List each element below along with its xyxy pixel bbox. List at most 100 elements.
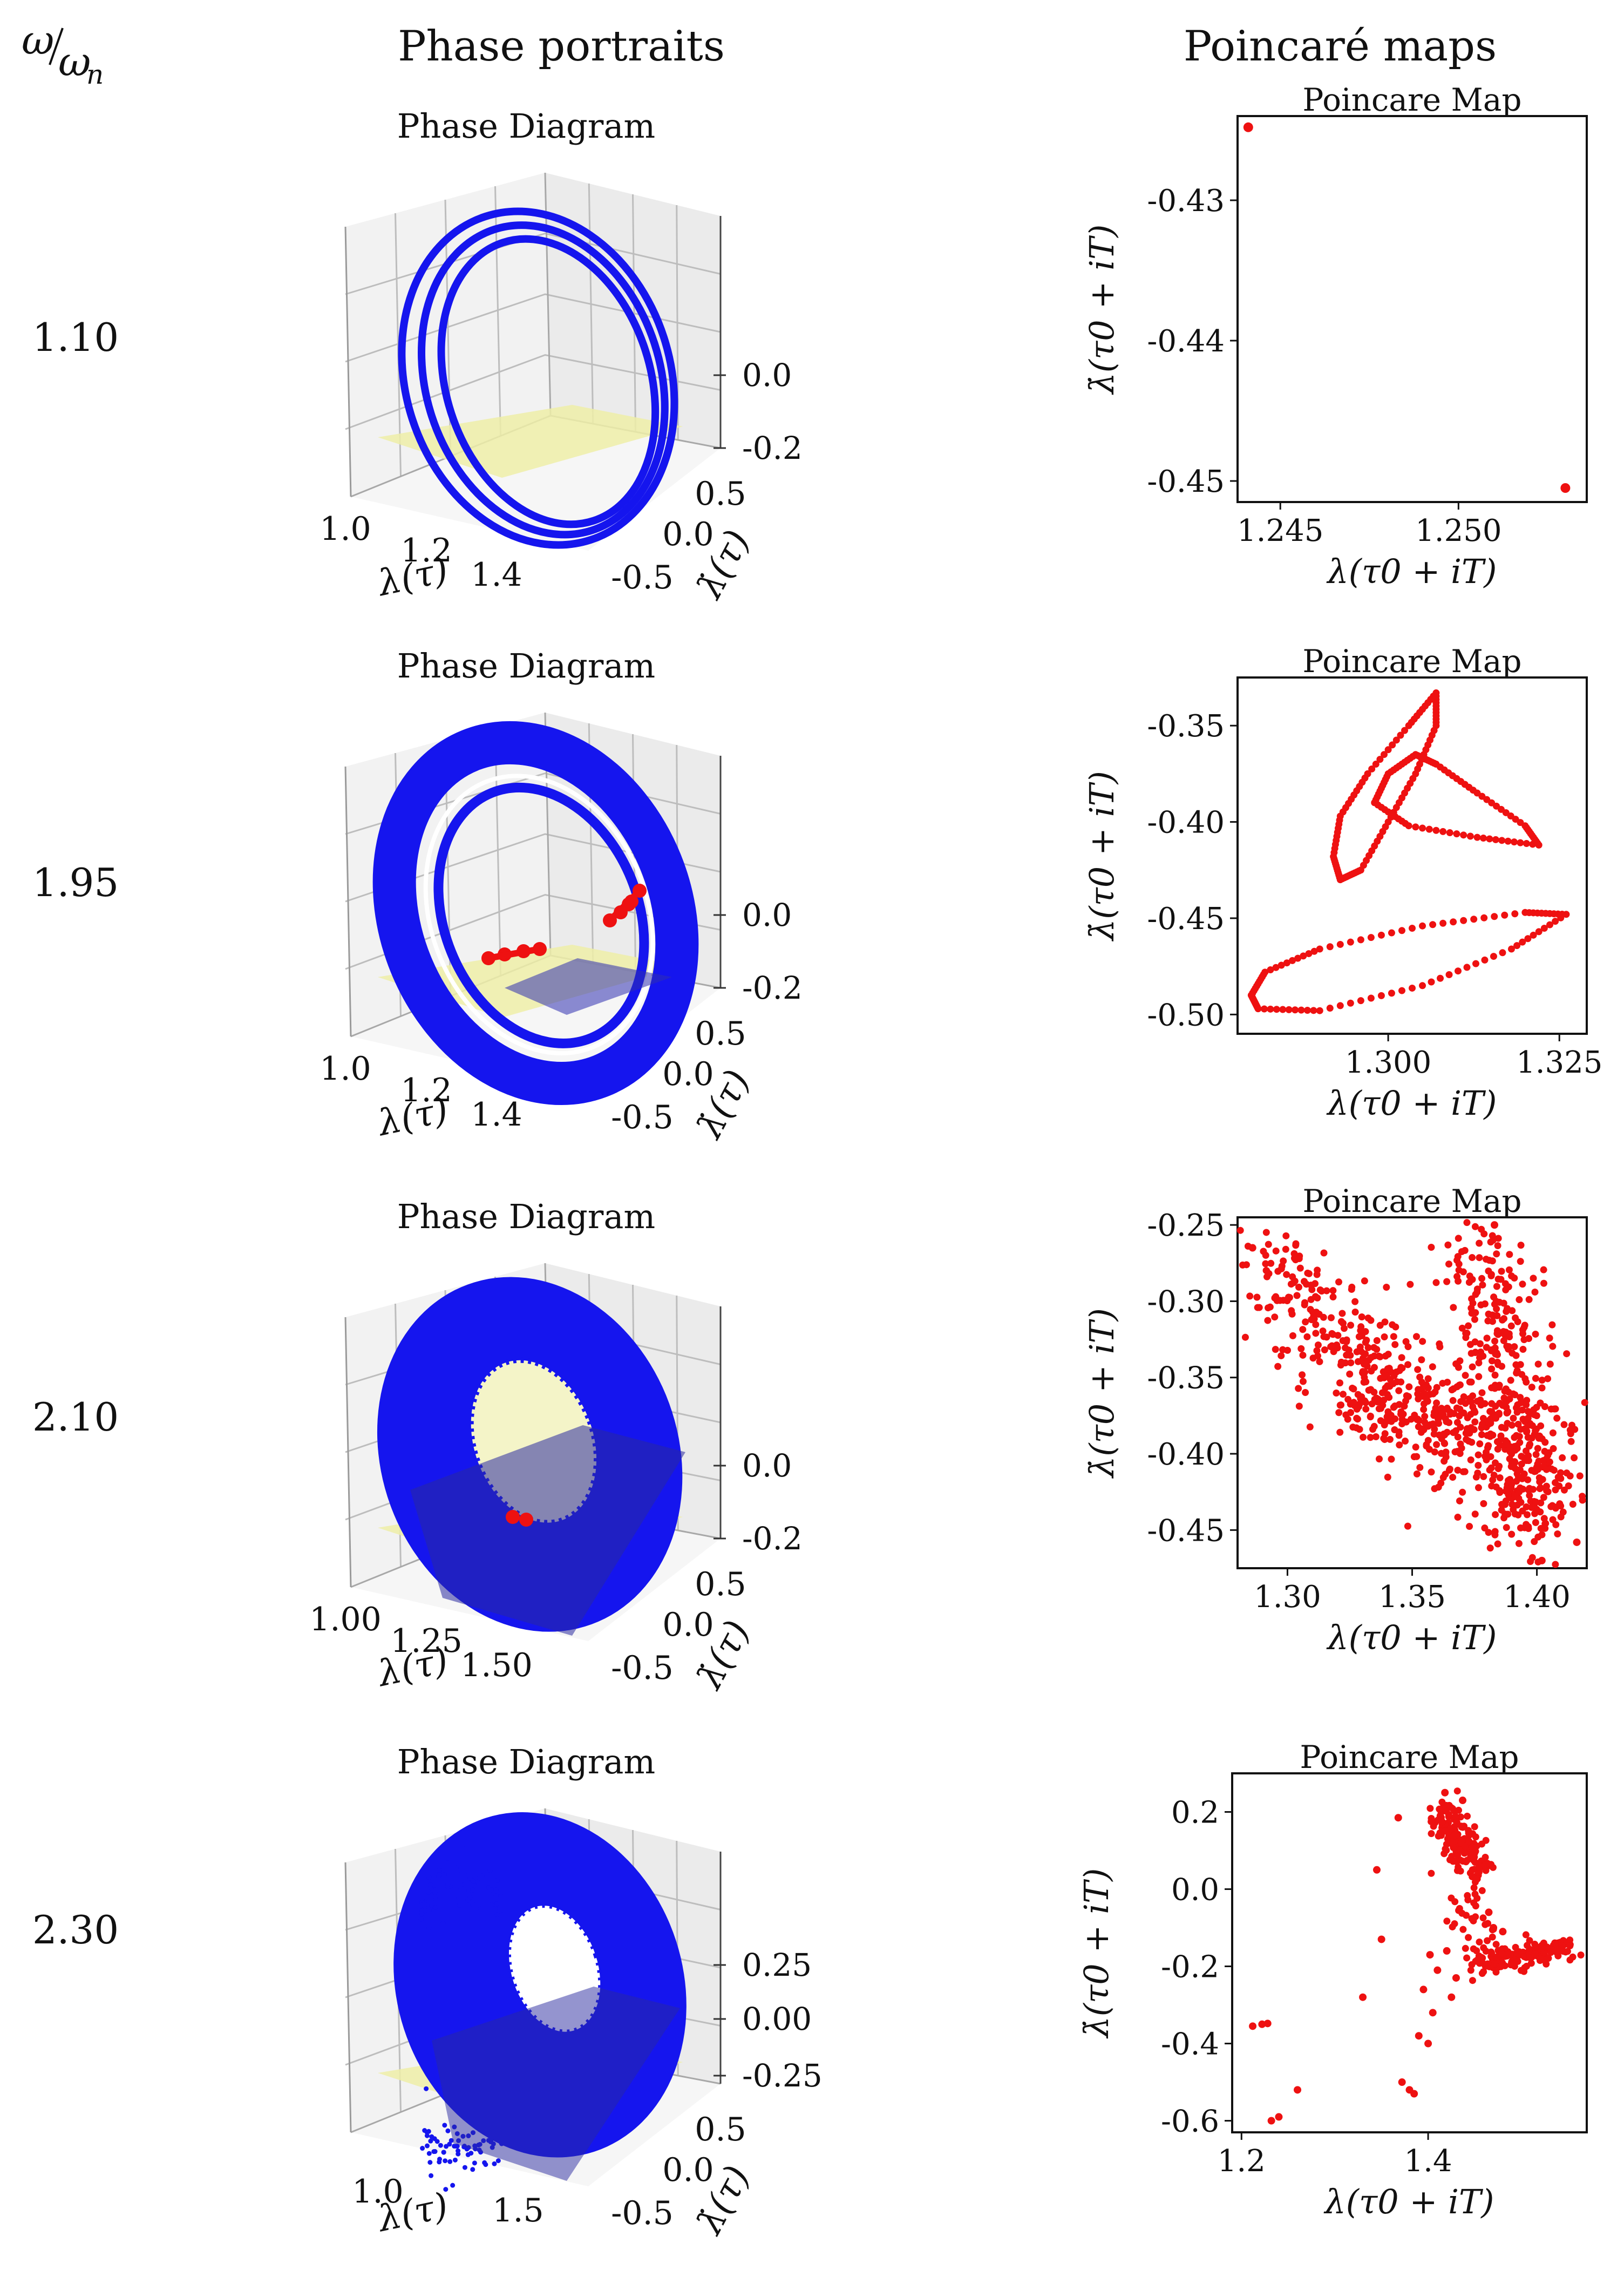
map-point	[1513, 1470, 1521, 1478]
map-point	[1483, 1256, 1490, 1263]
map-point	[1460, 1849, 1468, 1857]
map-point	[1475, 1359, 1483, 1367]
map-point	[1524, 935, 1532, 943]
map-point	[1456, 1497, 1463, 1505]
map-point	[1480, 1944, 1487, 1951]
map-point	[1384, 746, 1392, 754]
phase-diagram-1: Phase Diagram0.0-0.21.01.21.4λ(τ)0.00.5-…	[320, 106, 803, 606]
map-point	[1467, 1967, 1474, 1974]
map-point	[1452, 1857, 1460, 1865]
y-tick-label: -0.40	[1147, 805, 1225, 841]
x-tick-label: 1.4	[471, 556, 522, 594]
map-point	[1402, 1438, 1409, 1445]
map-point	[1388, 929, 1395, 937]
map-point	[1471, 1223, 1479, 1230]
map-point	[1506, 1251, 1513, 1258]
map-point	[1314, 1352, 1322, 1360]
map-point	[1492, 1459, 1499, 1467]
map-point	[1368, 1367, 1375, 1375]
map-point	[1243, 122, 1253, 132]
map-point	[1398, 927, 1405, 934]
map-point	[1272, 1247, 1280, 1255]
map-point	[1485, 1908, 1493, 1916]
map-point	[1380, 751, 1388, 758]
map-point	[1450, 918, 1457, 926]
z-tick-label: 0.0	[742, 1447, 792, 1484]
z-tick-label: 0.00	[742, 2001, 812, 2037]
map-point	[1307, 1306, 1314, 1313]
map-point	[1505, 1266, 1513, 1273]
map-point	[1359, 1993, 1367, 2001]
map-point	[1452, 1360, 1460, 1367]
map-point	[1523, 840, 1530, 848]
map-point	[1384, 1473, 1391, 1481]
x-tick-label: 1.30	[1254, 1580, 1321, 1615]
map-point	[1260, 1005, 1268, 1013]
y-tick-label: -0.45	[1147, 902, 1225, 937]
x-tick-label: 1.2	[400, 1072, 452, 1109]
x-axis-label: λ(τ0 + iT)	[1326, 1083, 1497, 1123]
map-point	[1278, 1265, 1285, 1272]
map-point	[1314, 1266, 1321, 1274]
map-point	[1468, 1961, 1476, 1968]
map-point	[1397, 731, 1404, 739]
column-title-poincare-maps: Poincaré maps	[1184, 22, 1497, 71]
map-point	[1336, 1379, 1343, 1387]
trajectory-point	[470, 1878, 475, 1883]
map-point	[1397, 1364, 1405, 1371]
map-point	[1448, 1993, 1456, 2001]
map-point	[1499, 949, 1506, 957]
map-point	[1521, 909, 1529, 916]
x-tick-label: 1.0	[320, 1050, 371, 1088]
trajectory-point	[483, 2162, 488, 2167]
trajectory-point	[428, 1882, 433, 1888]
map-point	[1388, 1455, 1395, 1463]
map-point	[1294, 2086, 1302, 2094]
map-point	[1507, 1463, 1515, 1470]
map-point	[1491, 1371, 1499, 1379]
map-point	[1420, 1406, 1428, 1413]
poincare-map-title: Poincare Map	[1302, 1183, 1521, 1219]
map-point	[1540, 1494, 1547, 1501]
map-point	[1543, 1487, 1551, 1494]
map-point	[1429, 1363, 1436, 1371]
map-point	[1538, 1944, 1546, 1951]
map-point	[1494, 1465, 1502, 1473]
grid-line	[345, 293, 721, 363]
map-point	[1377, 1417, 1384, 1425]
map-point	[1372, 1866, 1381, 1874]
map-point	[1293, 1292, 1301, 1299]
map-point	[1463, 1219, 1471, 1226]
map-point	[1439, 1379, 1446, 1387]
map-point	[1484, 1937, 1491, 1944]
map-point	[1402, 1338, 1410, 1345]
map-point	[1464, 1812, 1471, 1820]
y-tick-label: -0.40	[1147, 1437, 1225, 1472]
map-point	[1506, 1395, 1513, 1402]
map-point	[1563, 1350, 1571, 1358]
map-point	[1523, 1503, 1530, 1510]
map-point	[1494, 1235, 1502, 1242]
map-point	[1264, 1317, 1272, 1324]
map-point	[1517, 1258, 1524, 1265]
trajectory-point	[493, 1906, 498, 1911]
map-point	[1279, 1006, 1287, 1013]
map-point	[1423, 1442, 1430, 1450]
map-point	[1337, 1358, 1345, 1366]
y-tick-label: 0.0	[662, 1606, 714, 1644]
map-point	[1449, 1397, 1457, 1404]
map-point	[1516, 1439, 1524, 1446]
trajectory-point	[437, 1872, 442, 1878]
map-point	[1469, 1253, 1476, 1261]
map-point	[1537, 1399, 1544, 1407]
map-point	[1480, 914, 1488, 921]
map-point	[1329, 1331, 1337, 1338]
map-point	[1450, 1833, 1457, 1840]
map-point	[1338, 1310, 1346, 1317]
map-point	[1540, 1266, 1547, 1273]
map-point	[1299, 1371, 1306, 1379]
map-point	[1415, 2032, 1423, 2040]
x-axis-label: λ(τ)	[373, 549, 452, 605]
map-point	[1463, 1954, 1471, 1962]
y-tick-label: -0.35	[1147, 1361, 1225, 1396]
